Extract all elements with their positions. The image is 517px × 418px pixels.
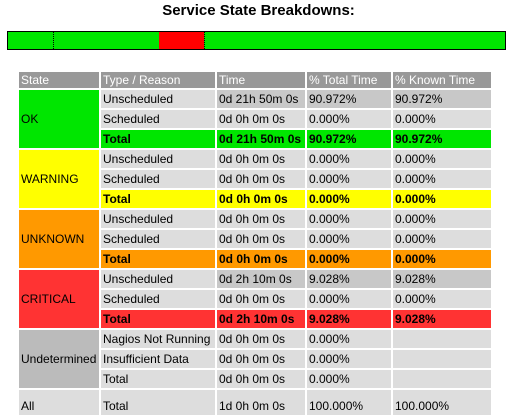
type-cell: Unscheduled xyxy=(101,270,215,288)
time-cell: 0d 0h 0m 0s xyxy=(217,230,305,248)
type-cell: Total xyxy=(101,390,215,415)
pct-total-cell: 0.000% xyxy=(307,370,391,388)
table-row-total: Total 0d 0h 0m 0s 0.000% 0.000% xyxy=(19,250,491,268)
time-cell: 0d 21h 50m 0s xyxy=(217,130,305,148)
pct-known-cell: 0.000% xyxy=(393,170,491,188)
time-cell: 0d 2h 10m 0s xyxy=(217,310,305,328)
table-row: CRITICAL Unscheduled 0d 2h 10m 0s 9.028%… xyxy=(19,270,491,328)
pct-known-cell xyxy=(393,330,491,348)
pct-known-cell xyxy=(393,370,491,388)
table-row-total: Total 0d 0h 0m 0s 0.000% xyxy=(19,370,491,388)
bar-tick xyxy=(53,32,54,49)
time-cell: 0d 0h 0m 0s xyxy=(217,250,305,268)
bar-segment-ok xyxy=(8,32,505,49)
pct-known-cell: 0.000% xyxy=(393,210,491,228)
pct-total-cell: 0.000% xyxy=(307,330,391,348)
pct-known-cell: 0.000% xyxy=(393,150,491,168)
pct-total-cell: 0.000% xyxy=(307,230,391,248)
pct-known-cell: 0.000% xyxy=(393,250,491,268)
time-cell: 0d 0h 0m 0s xyxy=(217,350,305,368)
table-row-total: Total 0d 2h 10m 0s 9.028% 9.028% xyxy=(19,310,491,328)
pct-total-cell: 9.028% xyxy=(307,310,391,328)
time-cell: 0d 21h 50m 0s xyxy=(217,90,305,108)
state-cell-undetermined: Undetermined xyxy=(19,330,99,388)
pct-total-cell: 0.000% xyxy=(307,290,391,308)
state-breakdown-bar xyxy=(7,31,506,50)
time-cell: 0d 0h 0m 0s xyxy=(217,290,305,308)
pct-total-cell: 0.000% xyxy=(307,210,391,228)
table-row-total: Total 0d 21h 50m 0s 90.972% 90.972% xyxy=(19,130,491,148)
pct-total-cell: 0.000% xyxy=(307,110,391,128)
state-cell-ok: OK xyxy=(19,90,99,148)
pct-known-cell: 0.000% xyxy=(393,230,491,248)
type-cell: Total xyxy=(101,310,215,328)
type-cell: Scheduled xyxy=(101,290,215,308)
type-cell: Scheduled xyxy=(101,110,215,128)
pct-known-cell: 90.972% xyxy=(393,90,491,108)
header-pct-total: % Total Time xyxy=(307,72,391,88)
state-cell-warning: WARNING xyxy=(19,150,99,208)
time-cell: 0d 0h 0m 0s xyxy=(217,210,305,228)
pct-known-cell: 9.028% xyxy=(393,310,491,328)
type-cell: Unscheduled xyxy=(101,150,215,168)
pct-known-cell: 9.028% xyxy=(393,270,491,288)
table-row: WARNING Unscheduled 0d 0h 0m 0s 0.000% 0… xyxy=(19,150,491,208)
pct-known-cell: 0.000% xyxy=(393,190,491,208)
pct-total-cell: 90.972% xyxy=(307,90,391,108)
pct-total-cell: 0.000% xyxy=(307,350,391,368)
pct-total-cell: 9.028% xyxy=(307,270,391,288)
type-cell: Unscheduled xyxy=(101,90,215,108)
time-cell: 1d 0h 0m 0s xyxy=(217,390,305,415)
breakdown-table: State Type / Reason Time % Total Time % … xyxy=(17,70,493,417)
type-cell: Total xyxy=(101,250,215,268)
time-cell: 0d 0h 0m 0s xyxy=(217,110,305,128)
type-cell: Nagios Not Running xyxy=(101,330,215,348)
type-cell: Total xyxy=(101,130,215,148)
type-cell: Total xyxy=(101,190,215,208)
type-cell: Scheduled xyxy=(101,170,215,188)
type-cell: Total xyxy=(101,370,215,388)
time-cell: 0d 0h 0m 0s xyxy=(217,330,305,348)
page-title: Service State Breakdowns: xyxy=(162,2,355,19)
pct-total-cell: 0.000% xyxy=(307,190,391,208)
table-row: Scheduled 0d 0h 0m 0s 0.000% 0.000% xyxy=(19,170,491,188)
table-row: Scheduled 0d 0h 0m 0s 0.000% 0.000% xyxy=(19,110,491,128)
time-cell: 0d 0h 0m 0s xyxy=(217,170,305,188)
pct-total-cell: 0.000% xyxy=(307,170,391,188)
pct-known-cell: 100.000% xyxy=(393,390,491,415)
type-cell: Scheduled xyxy=(101,230,215,248)
state-cell-unknown: UNKNOWN xyxy=(19,210,99,268)
table-row: UNKNOWN Unscheduled 0d 0h 0m 0s 0.000% 0… xyxy=(19,210,491,268)
header-time: Time xyxy=(217,72,305,88)
bar-tick xyxy=(204,32,205,49)
time-cell: 0d 2h 10m 0s xyxy=(217,270,305,288)
pct-known-cell: 0.000% xyxy=(393,290,491,308)
time-cell: 0d 0h 0m 0s xyxy=(217,150,305,168)
table-row: Undetermined Nagios Not Running 0d 0h 0m… xyxy=(19,330,491,388)
table-row-total: Total 0d 0h 0m 0s 0.000% 0.000% xyxy=(19,190,491,208)
pct-total-cell: 100.000% xyxy=(307,390,391,415)
state-cell-all: All xyxy=(19,390,99,415)
pct-known-cell: 0.000% xyxy=(393,110,491,128)
type-cell: Insufficient Data xyxy=(101,350,215,368)
pct-total-cell: 0.000% xyxy=(307,150,391,168)
pct-known-cell: 90.972% xyxy=(393,130,491,148)
pct-known-cell xyxy=(393,350,491,368)
table-row: OK Unscheduled 0d 21h 50m 0s 90.972% 90.… xyxy=(19,90,491,148)
state-cell-critical: CRITICAL xyxy=(19,270,99,328)
bar-segment-critical xyxy=(159,32,204,49)
table-row: Scheduled 0d 0h 0m 0s 0.000% 0.000% xyxy=(19,290,491,308)
table-header-row: State Type / Reason Time % Total Time % … xyxy=(19,72,491,88)
header-state: State xyxy=(19,72,99,88)
pct-total-cell: 90.972% xyxy=(307,130,391,148)
table-row: Insufficient Data 0d 0h 0m 0s 0.000% xyxy=(19,350,491,368)
header-type: Type / Reason xyxy=(101,72,215,88)
pct-total-cell: 0.000% xyxy=(307,250,391,268)
table-row: Scheduled 0d 0h 0m 0s 0.000% 0.000% xyxy=(19,230,491,248)
header-pct-known: % Known Time xyxy=(393,72,491,88)
table-row-all: All Total 1d 0h 0m 0s 100.000% 100.000% xyxy=(19,390,491,415)
type-cell: Unscheduled xyxy=(101,210,215,228)
time-cell: 0d 0h 0m 0s xyxy=(217,190,305,208)
time-cell: 0d 0h 0m 0s xyxy=(217,370,305,388)
